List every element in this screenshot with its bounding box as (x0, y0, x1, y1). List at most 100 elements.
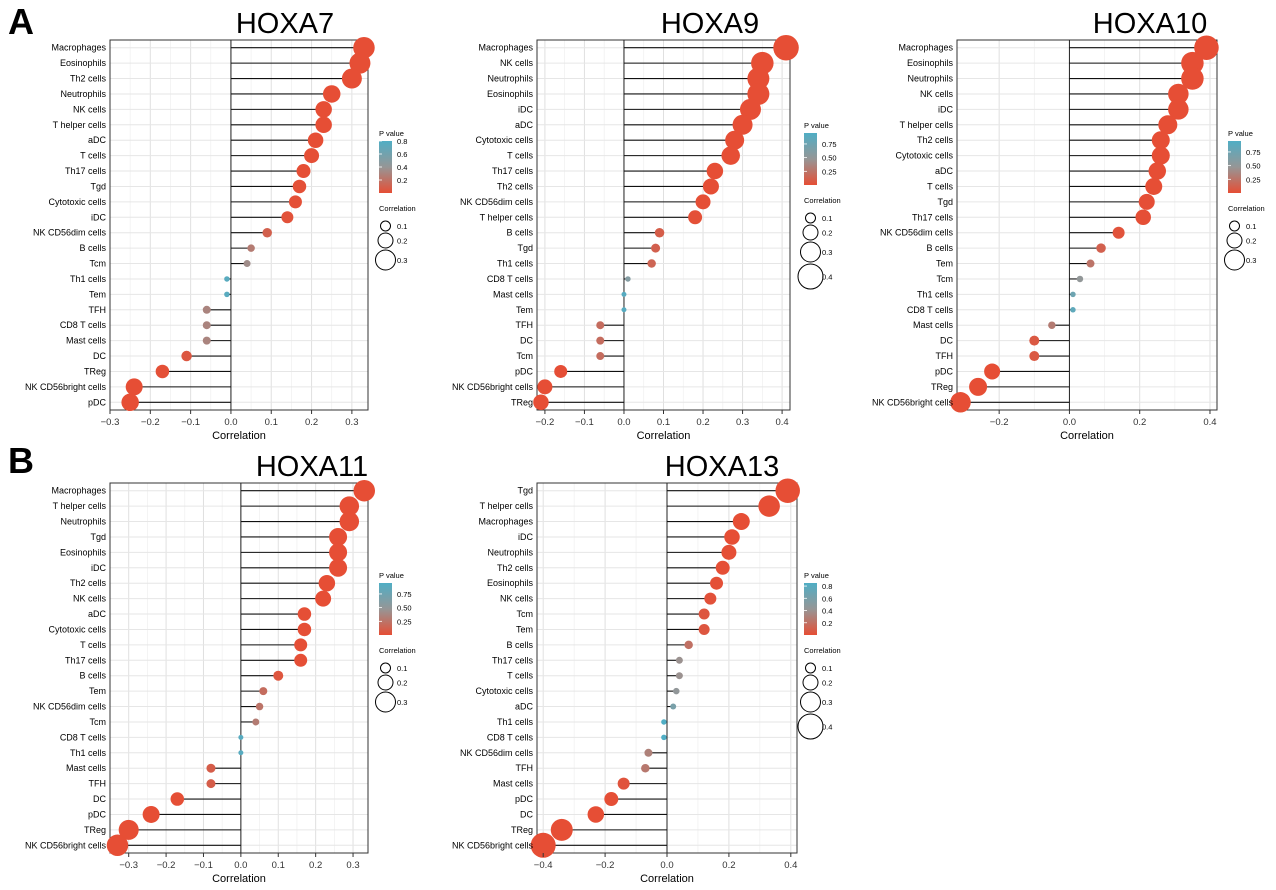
plot-frame (109, 39, 369, 411)
lollipop-point (202, 336, 211, 345)
lollipop-point (698, 608, 710, 620)
lollipop-point (969, 377, 988, 396)
legend-size-label: 0.3 (822, 248, 832, 257)
category-label: T helper cells (53, 501, 107, 511)
lollipop-point (353, 479, 376, 502)
x-axis-label: Correlation (640, 873, 694, 885)
category-label: aDC (935, 166, 954, 176)
lollipop-point (202, 321, 211, 330)
category-label: Neutrophils (60, 517, 106, 527)
category-label: B cells (926, 243, 953, 253)
lollipop-point (1181, 67, 1204, 90)
category-label: T helper cells (900, 120, 954, 130)
lollipop-point (1096, 243, 1106, 253)
category-label: Eosinophils (487, 89, 534, 99)
lollipop-point (695, 194, 711, 210)
x-axis-label: Correlation (637, 430, 691, 442)
category-label: iDC (91, 212, 106, 222)
lollipop-point (307, 132, 324, 148)
legend-size-label: 0.1 (1246, 222, 1256, 231)
x-axis-label: Correlation (212, 873, 266, 885)
category-label: Tem (89, 686, 106, 696)
category-label: TFH (89, 779, 107, 789)
lollipop-point (252, 718, 260, 726)
lollipop-point (625, 276, 631, 282)
x-tick-label: 0.4 (784, 860, 797, 871)
category-label: Tem (516, 305, 533, 315)
category-label: Th2 cells (917, 135, 954, 145)
category-label: Tgd (90, 181, 106, 191)
x-tick-label: 0.1 (657, 417, 670, 428)
lollipop-point (732, 513, 750, 531)
lollipop-point (341, 68, 362, 89)
lollipop-point (329, 558, 348, 577)
legend-size-circle (805, 662, 816, 674)
x-tick-label: −0.1 (194, 860, 213, 871)
legend-pvalue-title: P value (804, 571, 829, 580)
legend-size-circle (375, 249, 396, 271)
legend-pvalue-tick-label: 0.25 (397, 617, 412, 626)
lollipop-point (181, 350, 192, 362)
category-label: Neutrophils (487, 74, 533, 84)
category-label: Cytotoxic cells (475, 135, 533, 145)
category-label: CD8 T cells (907, 305, 954, 315)
lollipop-point (1148, 162, 1167, 180)
category-label: T helper cells (480, 501, 534, 511)
lollipop-point (550, 818, 573, 841)
category-label: Mast cells (493, 289, 534, 299)
category-label: Tgd (517, 486, 533, 496)
category-label: TFH (936, 351, 954, 361)
legend-pvalue-tick-label: 0.25 (822, 167, 837, 176)
lollipop-point (725, 130, 745, 150)
legend-size-label: 0.4 (822, 273, 832, 282)
legend-size-circle (802, 674, 819, 691)
legend-pvalue-tick-label: 0.2 (397, 176, 407, 185)
x-tick-label: 0.0 (224, 417, 237, 428)
lollipop-point (596, 321, 605, 330)
category-label: B cells (506, 228, 533, 238)
chart-title: HOXA11 (256, 451, 368, 483)
category-label: Th17 cells (492, 655, 534, 665)
category-label: Macrophages (51, 486, 106, 496)
category-label: NK cells (500, 594, 534, 604)
legend-pvalue-tick-label: 0.6 (822, 594, 832, 603)
chart-panel-hoxa9: Macrophages NK cells Neutrophils Eosinophil… (452, 8, 841, 442)
x-tick-label: 0.2 (309, 860, 322, 871)
category-label: Eosinophils (487, 578, 534, 588)
lollipop-point (1151, 131, 1170, 150)
legend-pvalue-colorbar (379, 141, 392, 193)
legend-size-circle (377, 674, 394, 691)
lollipop-point (651, 243, 661, 253)
category-label: TFH (89, 305, 107, 315)
lollipop-point (1181, 51, 1204, 75)
lollipop-point (732, 114, 753, 135)
lollipop-point (596, 352, 605, 361)
category-label: Mast cells (66, 763, 107, 773)
lollipop-point (297, 607, 312, 621)
lollipop-point (647, 259, 656, 268)
lollipop-point (1048, 321, 1056, 329)
chart-panel-hoxa7: Macrophages Eosinophils Th2 cells Neutrophi… (25, 8, 416, 442)
legend-size-label: 0.2 (822, 229, 832, 238)
category-label: TReg (511, 825, 533, 835)
x-tick-label: −0.1 (575, 417, 594, 428)
lollipop-point (142, 805, 160, 823)
category-label: Macrophages (898, 43, 953, 53)
legend-size-circle (800, 691, 821, 713)
category-label: CD8 T cells (60, 320, 107, 330)
category-label: pDC (515, 366, 534, 376)
lollipop-point (118, 819, 139, 840)
x-tick-label: −0.2 (536, 417, 555, 428)
legend-pvalue-tick-label: 0.8 (822, 582, 832, 591)
category-label: Mast cells (66, 336, 107, 346)
x-tick-label: 0.0 (1063, 417, 1076, 428)
category-label: Mast cells (493, 779, 534, 789)
legend-size-title: Correlation (804, 196, 841, 205)
category-label: Macrophages (478, 517, 533, 527)
x-tick-label: 0.2 (305, 417, 318, 428)
legend-pvalue-tick-label: 0.50 (1246, 162, 1261, 171)
chart-title: HOXA7 (236, 8, 334, 40)
legend-size-label: 0.3 (397, 698, 407, 707)
x-tick-label: −0.3 (101, 417, 120, 428)
